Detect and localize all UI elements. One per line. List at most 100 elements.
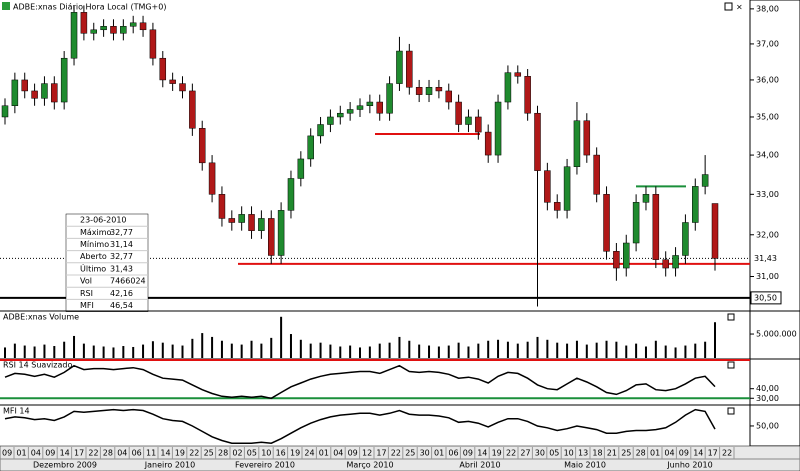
volume-bar	[181, 345, 184, 358]
y-tick-label: 34,00	[756, 151, 779, 160]
day-label: 12	[362, 449, 372, 458]
volume-bar	[33, 346, 36, 358]
volume-bar	[526, 341, 529, 358]
day-label: 06	[448, 449, 458, 458]
candle-body	[632, 202, 640, 244]
candle-body	[672, 255, 679, 269]
volume-bar	[605, 340, 608, 358]
day-label: 30	[535, 449, 545, 458]
candle-body	[613, 251, 620, 269]
month-label: Fevereiro 2010	[235, 461, 295, 470]
candle-body	[159, 57, 167, 81]
volume-bar	[674, 347, 677, 358]
candle-body	[623, 242, 630, 269]
candle-body	[327, 116, 334, 125]
day-label: 14	[60, 449, 70, 458]
level-label: 30,50	[754, 293, 777, 302]
day-label: 10	[261, 449, 271, 458]
volume-bar	[260, 343, 263, 358]
day-label: 25	[405, 449, 415, 458]
candle-body	[149, 29, 157, 59]
volume-bar	[191, 338, 194, 358]
candle-body	[544, 170, 551, 203]
day-label: 22	[722, 449, 732, 458]
volume-bar	[585, 344, 588, 358]
day-label: 27	[520, 449, 530, 458]
volume-bar	[388, 342, 391, 358]
y-tick-label: 5.000.000	[756, 330, 797, 339]
candle-body	[120, 26, 127, 34]
close-button[interactable]: ×	[736, 3, 743, 12]
info-label: Máximo	[80, 228, 112, 237]
volume-bar	[487, 340, 490, 358]
volume-bar	[457, 342, 460, 358]
info-label: MFI	[80, 301, 94, 310]
maximize-button[interactable]	[724, 2, 733, 11]
day-label: 04	[664, 449, 674, 458]
volume-bar	[82, 343, 85, 358]
y-tick-label: 37,00	[756, 39, 779, 48]
candle-body	[198, 128, 206, 164]
candle-body	[711, 203, 719, 259]
volume-bar	[428, 345, 431, 358]
candle-body	[593, 154, 600, 195]
volume-bar	[684, 345, 687, 358]
day-label: 04	[333, 449, 343, 458]
panel-button[interactable]	[727, 407, 735, 415]
day-label: 30	[420, 449, 430, 458]
volume-bar	[211, 336, 214, 358]
volume-bar	[704, 341, 707, 358]
volume-bar	[161, 342, 164, 358]
indicator-line	[4, 408, 716, 444]
candle-body	[445, 90, 452, 103]
day-label: 28	[636, 449, 646, 458]
day-label: 17	[376, 449, 386, 458]
y-tick-label: 36,00	[756, 75, 779, 84]
candle-body	[573, 120, 581, 167]
candle-body	[435, 87, 443, 92]
day-label: 01	[16, 449, 26, 458]
day-label: 24	[304, 449, 314, 458]
day-label: 21	[607, 449, 617, 458]
volume-bar	[4, 347, 6, 358]
volume-bar	[437, 346, 440, 358]
volume-bar	[13, 343, 16, 358]
volume-bar	[546, 339, 549, 358]
y-tick-label: 30,00	[756, 394, 779, 403]
candle-body	[80, 12, 88, 34]
month-label: Janeiro 2010	[144, 461, 195, 470]
day-label: 04	[117, 449, 127, 458]
volume-bar	[359, 347, 361, 358]
last-price-label: 31,43	[754, 254, 777, 263]
day-label: 19	[290, 449, 300, 458]
volume-bar	[43, 344, 46, 358]
candle-body	[179, 83, 186, 92]
candle-body	[415, 87, 423, 95]
day-label: 01	[434, 449, 444, 458]
volume-bar	[506, 341, 509, 358]
volume-bar	[92, 345, 95, 358]
candle-body	[70, 12, 78, 59]
panel-button[interactable]	[727, 361, 735, 369]
candle-body	[465, 116, 472, 125]
price-axis	[749, 0, 800, 447]
candle-body	[41, 83, 48, 99]
candle-body	[583, 120, 591, 156]
candle-body	[287, 178, 295, 211]
panel-button[interactable]	[727, 313, 735, 321]
volume-bar	[644, 346, 647, 358]
volume-bar	[418, 344, 421, 358]
info-value: 32,77	[110, 228, 133, 237]
panel-title: RSI 14 Suavizado	[3, 361, 72, 370]
volume-bar	[694, 343, 697, 358]
month-label: Março 2010	[346, 461, 393, 470]
day-label: 11	[146, 449, 156, 458]
volume-bar	[309, 343, 312, 358]
candle-body	[90, 29, 97, 34]
candle-body	[376, 101, 383, 114]
candle-body	[228, 218, 236, 223]
info-label: Mínimo	[80, 240, 109, 249]
indicator-line	[4, 364, 716, 400]
